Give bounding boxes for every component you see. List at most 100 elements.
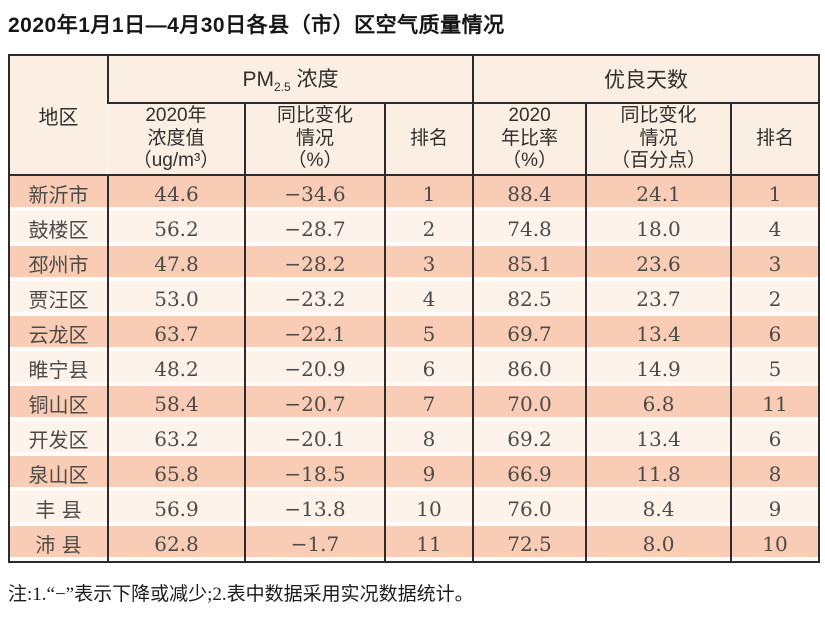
pm25-rank-cell: 2 [383, 211, 474, 246]
pm25-change-cell: −13.8 [244, 491, 385, 526]
pm25-value-cell: 47.8 [107, 246, 245, 281]
table-row: 开发区 63.2 −20.1 8 69.2 13.4 6 [9, 421, 820, 456]
region-cell: 新沂市 [9, 175, 108, 211]
table-row: 云龙区 63.7 −22.1 5 69.7 13.4 6 [9, 316, 820, 351]
pm25-rank-cell: 5 [383, 316, 474, 351]
good-rank-cell: 6 [730, 316, 820, 351]
header-good-rank: 排名 [730, 103, 820, 176]
pm25-change-cell: −28.2 [244, 246, 385, 281]
good-rank-cell: 5 [730, 351, 820, 386]
good-rate-cell: 66.9 [472, 456, 587, 491]
good-change-cell: 18.0 [585, 211, 732, 246]
good-rank-cell: 3 [730, 246, 820, 281]
good-rate-cell: 72.5 [472, 526, 587, 562]
good-rate-cell: 69.2 [472, 421, 587, 456]
good-rank-cell: 8 [730, 456, 820, 491]
good-change-cell: 23.6 [585, 246, 732, 281]
good-rank-cell: 2 [730, 281, 820, 316]
region-cell: 鼓楼区 [9, 211, 108, 246]
pm25-rank-cell: 3 [383, 246, 474, 281]
good-rank-cell: 9 [730, 491, 820, 526]
pm25-change-cell: −34.6 [244, 175, 385, 211]
table-row: 鼓楼区 56.2 −28.7 2 74.8 18.0 4 [9, 211, 820, 246]
good-rank-cell: 4 [730, 211, 820, 246]
header-pm25-change: 同比变化 情况 （%） [244, 103, 385, 176]
good-change-cell: 8.0 [585, 526, 732, 562]
header-good-change: 同比变化 情况 （百分点） [585, 103, 732, 176]
good-change-cell: 24.1 [585, 175, 732, 211]
pm25-change-cell: −20.9 [244, 351, 385, 386]
pm25-change-cell: −1.7 [244, 526, 385, 562]
table-row: 丰 县 56.9 −13.8 10 76.0 8.4 9 [9, 491, 820, 526]
good-change-cell: 23.7 [585, 281, 732, 316]
pm25-value-cell: 63.2 [107, 421, 245, 456]
header-sub-row: 2020年 浓度值 （ug/m³） 同比变化 情况 （%） 排名 2020 年比… [9, 103, 820, 176]
good-rank-cell: 11 [730, 386, 820, 421]
pm25-value-cell: 65.8 [107, 456, 245, 491]
table-row: 贾汪区 53.0 −23.2 4 82.5 23.7 2 [9, 281, 820, 316]
header-pm25-rank: 排名 [383, 103, 474, 176]
footnote: 注:1.“−”表示下降或减少;2.表中数据采用实况数据统计。 [8, 584, 474, 605]
region-cell: 开发区 [9, 421, 108, 456]
table-row: 泉山区 65.8 −18.5 9 66.9 11.8 8 [9, 456, 820, 491]
good-rate-cell: 85.1 [472, 246, 587, 281]
good-rank-cell: 6 [730, 421, 820, 456]
pm25-rank-cell: 7 [383, 386, 474, 421]
air-quality-table: 地区 PM2.5 浓度 优良天数 2020年 浓度值 （ug/m³） 同比变化 … [8, 54, 821, 563]
good-rate-cell: 86.0 [472, 351, 587, 386]
pm25-value-cell: 63.7 [107, 316, 245, 351]
pm25-value-cell: 62.8 [107, 526, 245, 562]
pm25-rank-cell: 11 [383, 526, 474, 562]
region-cell: 铜山区 [9, 386, 108, 421]
good-change-cell: 8.4 [585, 491, 732, 526]
region-cell: 睢宁县 [9, 351, 108, 386]
pm25-change-cell: −20.7 [244, 386, 385, 421]
good-rate-cell: 82.5 [472, 281, 587, 316]
header-group-row: 地区 PM2.5 浓度 优良天数 [9, 55, 820, 176]
good-change-cell: 6.8 [585, 386, 732, 421]
table-row: 沛 县 62.8 −1.7 11 72.5 8.0 10 [9, 526, 820, 562]
good-change-cell: 11.8 [585, 456, 732, 491]
header-good-rate: 2020 年比率 （%） [472, 103, 587, 176]
pm25-rank-cell: 10 [383, 491, 474, 526]
table-row: 邳州市 47.8 −28.2 3 85.1 23.6 3 [9, 246, 820, 281]
pm25-value-cell: 56.9 [107, 491, 245, 526]
pm25-label-suffix: 浓度 [290, 68, 339, 92]
region-cell: 云龙区 [9, 316, 108, 351]
good-rank-cell: 1 [730, 175, 820, 211]
pm25-rank-cell: 6 [383, 351, 474, 386]
good-change-cell: 13.4 [585, 421, 732, 456]
region-cell: 沛 县 [9, 526, 108, 562]
header-group-pm25: PM2.5 浓度 [106, 55, 474, 104]
good-change-cell: 13.4 [585, 316, 732, 351]
pm25-label-prefix: PM [242, 68, 274, 92]
pm25-change-cell: −18.5 [244, 456, 385, 491]
pm25-rank-cell: 9 [383, 456, 474, 491]
region-cell: 丰 县 [9, 491, 108, 526]
good-rate-cell: 70.0 [472, 386, 587, 421]
pm25-value-cell: 44.6 [107, 175, 245, 211]
pm25-value-cell: 53.0 [107, 281, 245, 316]
header-region: 地区 [9, 55, 108, 176]
table-row: 新沂市 44.6 −34.6 1 88.4 24.1 1 [9, 175, 820, 211]
pm25-change-cell: −23.2 [244, 281, 385, 316]
pm25-change-cell: −20.1 [244, 421, 385, 456]
good-rate-cell: 69.7 [472, 316, 587, 351]
good-rank-cell: 10 [730, 526, 820, 562]
table-body: 新沂市 44.6 −34.6 1 88.4 24.1 1 鼓楼区 56.2 −28.7 2 74.8 1… [9, 175, 820, 562]
region-cell: 邳州市 [9, 246, 108, 281]
good-rate-cell: 88.4 [472, 175, 587, 211]
pm25-change-cell: −28.7 [244, 211, 385, 246]
pm25-change-cell: −22.1 [244, 316, 385, 351]
table-header: 地区 PM2.5 浓度 优良天数 2020年 浓度值 （ug/m³） 同比变化 … [9, 55, 820, 176]
pm25-label-subscript: 2.5 [273, 80, 291, 95]
region-cell: 贾汪区 [9, 281, 108, 316]
table-row: 睢宁县 48.2 −20.9 6 86.0 14.9 5 [9, 351, 820, 386]
pm25-rank-cell: 4 [383, 281, 474, 316]
page-title: 2020年1月1日—4月30日各县（市）区空气质量情况 [8, 14, 505, 37]
good-change-cell: 14.9 [585, 351, 732, 386]
good-rate-cell: 74.8 [472, 211, 587, 246]
pm25-rank-cell: 8 [383, 421, 474, 456]
header-pm25-value: 2020年 浓度值 （ug/m³） [108, 103, 245, 176]
